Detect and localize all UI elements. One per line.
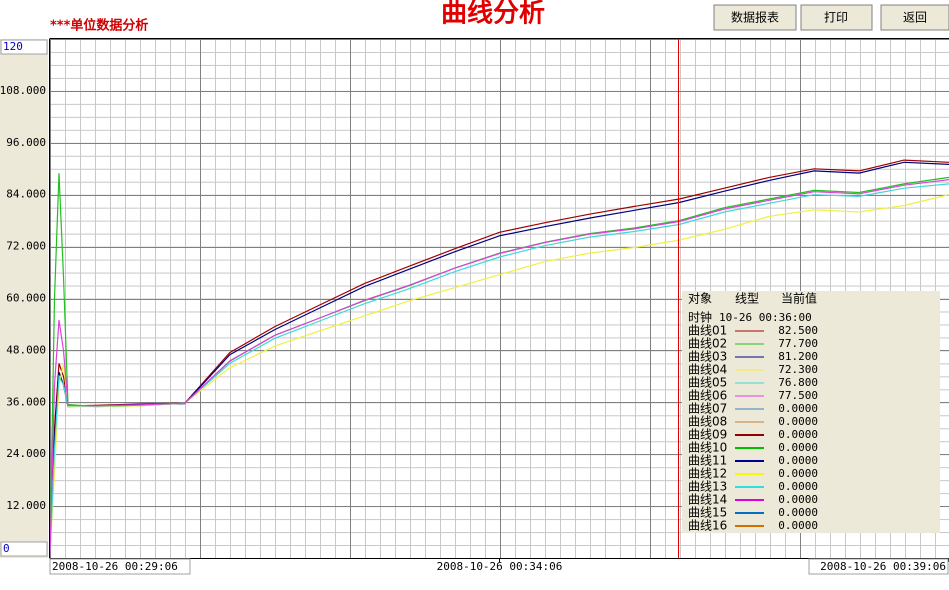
legend-name: 曲线05	[688, 376, 727, 390]
x-tick-label: 2008-10-26 00:34:06	[437, 560, 563, 573]
button-label[interactable]: 数据报表	[731, 10, 779, 25]
legend-name: 曲线07	[688, 402, 727, 416]
legend-value: 0.0000	[778, 454, 818, 467]
legend-name: 曲线04	[688, 363, 727, 377]
legend-name: 曲线11	[688, 454, 727, 468]
legend-value: 81.200	[778, 350, 818, 363]
legend-name: 曲线16	[688, 519, 727, 533]
legend-value: 72.300	[778, 363, 818, 376]
series-line	[50, 179, 949, 554]
legend-clock-label: 时钟	[688, 310, 712, 325]
legend-value: 0.0000	[778, 467, 818, 480]
legend-header: 线型	[735, 292, 759, 306]
y-tick-label: 36.000	[6, 395, 46, 408]
legend-name: 曲线09	[688, 428, 727, 442]
y-tick-label: 60.000	[6, 292, 46, 305]
legend-name: 曲线08	[688, 415, 727, 429]
legend-value: 0.0000	[778, 506, 818, 519]
title: 曲线分析	[441, 0, 545, 29]
subtitle: ***单位数据分析	[50, 18, 148, 34]
legend-value: 0.0000	[778, 519, 818, 532]
legend-header: 当前值	[781, 291, 817, 306]
y-tick-label: 120	[3, 40, 23, 53]
y-tick-label: 84.000	[6, 188, 46, 201]
legend-value: 76.800	[778, 376, 818, 389]
y-tick-label: 0	[3, 542, 10, 555]
x-tick-box	[49, 558, 191, 575]
button-label[interactable]: 返回	[903, 11, 927, 25]
legend-value: 0.0000	[778, 493, 818, 506]
legend-value: 0.0000	[778, 480, 818, 493]
y-tick-label: 96.000	[6, 136, 46, 149]
y-tick-label: 24.000	[6, 447, 46, 460]
legend-name: 曲线10	[688, 441, 727, 455]
legend-value: 0.0000	[778, 441, 818, 454]
legend-clock-time: 10-26 00:36:00	[719, 311, 812, 324]
legend-name: 曲线15	[688, 506, 727, 520]
legend-name: 曲线13	[688, 480, 727, 494]
legend-name: 曲线03	[688, 350, 727, 364]
axis-panel	[0, 39, 48, 558]
y-tick-label: 48.000	[6, 343, 46, 356]
legend-value: 82.500	[778, 324, 818, 337]
y-tick-label: 72.000	[6, 240, 46, 253]
legend-value: 0.0000	[778, 428, 818, 441]
legend-box	[682, 291, 940, 533]
legend-value: 0.0000	[778, 402, 818, 415]
x-tick-label: 2008-10-26 00:39:06	[820, 560, 946, 573]
legend-value: 77.500	[778, 389, 818, 402]
x-tick-box	[808, 558, 949, 575]
button[interactable]: 打印	[800, 4, 873, 31]
button-label[interactable]: 打印	[824, 11, 848, 25]
legend-name: 曲线06	[688, 389, 727, 403]
legend-name: 曲线12	[688, 467, 727, 481]
x-tick-label: 2008-10-26 00:29:06	[52, 560, 178, 573]
button[interactable]: 数据报表	[713, 4, 797, 31]
y-tick-box	[0, 541, 48, 557]
legend-value: 77.700	[778, 337, 818, 350]
legend-name: 曲线01	[688, 324, 727, 338]
y-tick-box	[0, 39, 48, 55]
legend-name: 曲线14	[688, 493, 727, 507]
legend-header: 对象	[688, 292, 712, 306]
legend-value: 0.0000	[778, 415, 818, 428]
y-tick-label: 108.000	[0, 84, 46, 97]
y-tick-label: 12.000	[6, 499, 46, 512]
button[interactable]: 返回	[880, 4, 949, 31]
series-line	[50, 194, 949, 554]
legend-name: 曲线02	[688, 337, 727, 351]
